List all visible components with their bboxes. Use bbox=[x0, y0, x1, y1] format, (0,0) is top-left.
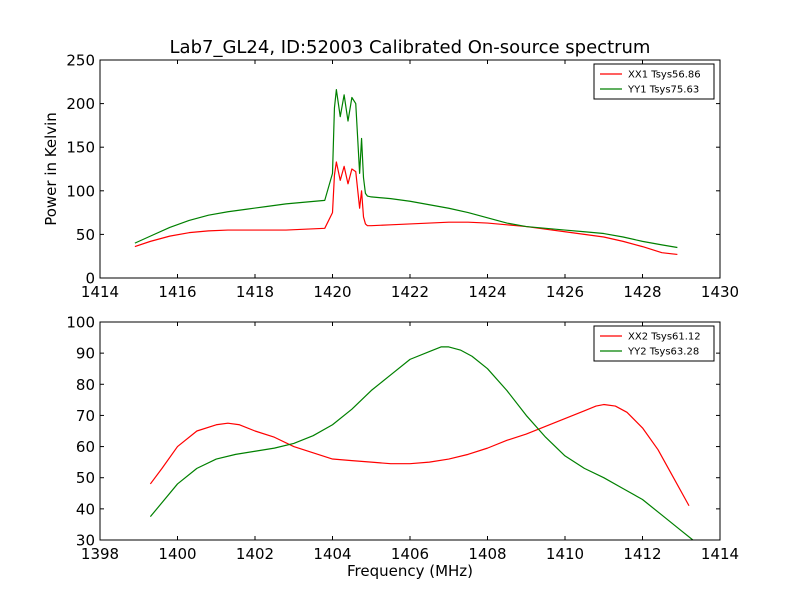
bottom-y-tick-label: 50 bbox=[76, 469, 95, 487]
top-x-tick-label: 1416 bbox=[158, 283, 196, 301]
top-y-tick-label: 150 bbox=[66, 139, 95, 157]
top-y-tick-label: 250 bbox=[66, 52, 95, 70]
top-legend-label-yy1: YY1 Tsys75.63 bbox=[627, 85, 699, 96]
top-x-tick-label: 1424 bbox=[468, 283, 506, 301]
bottom-y-tick-label: 70 bbox=[76, 407, 95, 425]
top-x-tick-label: 1430 bbox=[701, 283, 739, 301]
top-panel: Lab7_GL24, ID:52003 Calibrated On-source… bbox=[42, 37, 739, 301]
top-x-tick-label: 1428 bbox=[623, 283, 661, 301]
top-series-line-1 bbox=[134, 161, 678, 256]
top-series-line-2 bbox=[134, 89, 678, 249]
bottom-series-line-1 bbox=[149, 403, 690, 507]
bottom-x-tick-label: 1410 bbox=[546, 545, 584, 563]
bottom-y-tick-label: 40 bbox=[76, 500, 95, 518]
top-x-tick-label: 1414 bbox=[81, 283, 119, 301]
bottom-x-tick-label: 1402 bbox=[236, 545, 274, 563]
bottom-x-tick-label: 1404 bbox=[313, 545, 351, 563]
bottom-x-axis-label: Frequency (MHz) bbox=[347, 562, 473, 580]
bottom-legend-label-xx2: XX2 Tsys61.12 bbox=[628, 332, 701, 343]
top-x-tick-label: 1426 bbox=[546, 283, 584, 301]
bottom-x-tick-label: 1414 bbox=[701, 545, 739, 563]
bottom-legend: XX2 Tsys61.12 YY2 Tsys63.28 bbox=[593, 325, 715, 362]
bottom-y-tick-label: 30 bbox=[76, 532, 95, 550]
top-y-tick-label: 50 bbox=[76, 226, 95, 244]
top-series-group bbox=[134, 89, 678, 256]
top-legend-box bbox=[593, 63, 715, 100]
bottom-x-tick-label: 1406 bbox=[391, 545, 429, 563]
top-y-tick-label: 200 bbox=[66, 95, 95, 113]
top-y-tick-label: 0 bbox=[85, 270, 95, 288]
bottom-ticks-group: 1398 1400 1402 1404 1406 1408 1410 1412 1414 30 40… bbox=[66, 314, 739, 564]
bottom-y-tick-label: 60 bbox=[76, 438, 95, 456]
top-chart-title: Lab7_GL24, ID:52003 Calibrated On-source… bbox=[170, 37, 651, 58]
top-y-axis-label: Power in Kelvin bbox=[42, 112, 60, 226]
top-x-tick-label: 1420 bbox=[313, 283, 351, 301]
top-x-tick-label: 1422 bbox=[391, 283, 429, 301]
bottom-x-tick-label: 1408 bbox=[468, 545, 506, 563]
bottom-series-group bbox=[149, 346, 694, 541]
top-y-tick-label: 100 bbox=[66, 182, 95, 200]
bottom-series-line-2 bbox=[149, 346, 694, 541]
bottom-panel: 1398 1400 1402 1404 1406 1408 1410 1412 1414 30 40… bbox=[66, 314, 739, 581]
bottom-legend-label-yy2: YY2 Tsys63.28 bbox=[627, 347, 699, 358]
bottom-x-tick-label: 1400 bbox=[158, 545, 196, 563]
bottom-x-tick-label: 1398 bbox=[81, 545, 119, 563]
bottom-legend-box bbox=[593, 325, 715, 362]
top-legend: XX1 Tsys56.86 YY1 Tsys75.63 bbox=[593, 63, 715, 100]
bottom-y-tick-label: 80 bbox=[76, 376, 95, 394]
top-ticks-group: 1414 1416 1418 1420 1422 1424 1426 1428 1430 0 50 1… bbox=[66, 52, 739, 302]
top-x-tick-label: 1418 bbox=[236, 283, 274, 301]
bottom-y-tick-label: 90 bbox=[76, 345, 95, 363]
bottom-y-tick-label: 100 bbox=[66, 314, 95, 332]
top-legend-label-xx1: XX1 Tsys56.86 bbox=[628, 70, 701, 81]
bottom-x-tick-label: 1412 bbox=[623, 545, 661, 563]
